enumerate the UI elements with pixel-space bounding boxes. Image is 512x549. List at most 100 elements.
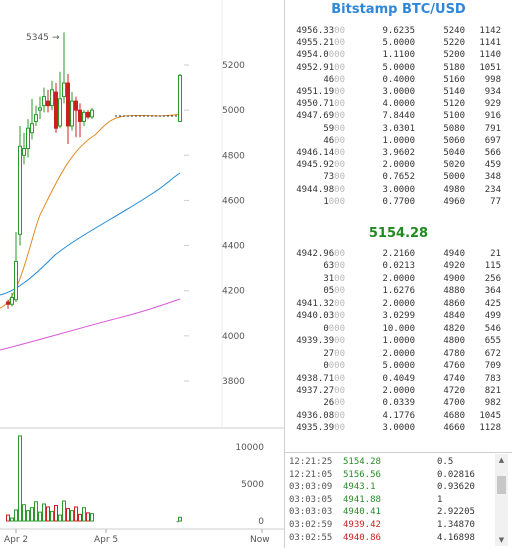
price-cell: 4955.2100	[296, 38, 345, 49]
amount-cell: 3.0000	[382, 184, 415, 195]
level-total-cell: 499	[484, 311, 501, 322]
bid-row: 4936.0800 4.1776 4680 1045	[285, 411, 512, 422]
amount-cell: 5.0000	[382, 62, 415, 73]
volume-bar	[66, 507, 70, 522]
amount-cell: 4.0000	[382, 99, 415, 110]
level-price-cell: 4940	[443, 249, 465, 259]
amount-cell: 1.6276	[382, 286, 415, 297]
price-cell: 1000	[323, 196, 345, 207]
candle-body	[58, 98, 62, 127]
amount-cell: 4.1776	[382, 410, 415, 421]
price-cell: 4952.9100	[296, 62, 345, 73]
volume-bar	[38, 511, 42, 522]
price-tick-label: 4400	[222, 242, 245, 252]
level-total-cell: 425	[484, 298, 501, 309]
price-cell: 3100	[323, 273, 345, 284]
volume-bar	[178, 516, 182, 522]
trade-amount: 0.93620	[437, 482, 475, 493]
trade-price: 5156.56	[343, 469, 381, 480]
date-label: Now	[250, 535, 270, 545]
level-total-cell: 672	[484, 348, 501, 359]
candle-body	[82, 111, 86, 122]
volume-bar	[82, 507, 86, 522]
amount-cell: 0.0213	[382, 261, 415, 272]
price-chart-panel[interactable]: 5200 5000 4800 4600 4400 4200 4000 3800 10000 500…	[0, 0, 284, 548]
candle-body	[22, 148, 26, 156]
volume-bar	[54, 504, 58, 522]
bid-row: 4935.3900 3.0000 4660 1128	[285, 423, 512, 434]
volume-bar	[22, 504, 26, 522]
trade-price: 5154.28	[343, 457, 381, 467]
volume-bar	[34, 501, 38, 522]
scroll-up-arrow[interactable]: ▲	[498, 456, 505, 464]
bid-row: 2700 2.0000 4780 672	[285, 349, 512, 360]
ask-row: 4951.1900 3.0000 5140 934	[285, 87, 512, 98]
price-cell: 4941.3200	[296, 298, 345, 309]
trade-history[interactable]: 12:21:25 5154.28 0.5 12:21:05 5156.56 0.02816…	[285, 452, 512, 549]
level-total-cell: 709	[484, 361, 501, 372]
trade-time: 12:21:05	[289, 469, 333, 480]
volume-bar	[78, 513, 82, 522]
trade-row: 12:21:05 5156.56 0.02816	[285, 469, 495, 481]
price-cell: 0000	[323, 361, 345, 372]
scroll-down-arrow[interactable]: ▼	[498, 536, 505, 544]
trade-time: 03:02:59	[289, 520, 333, 530]
level-price-cell: 5220	[443, 38, 465, 49]
level-total-cell: 1051	[479, 62, 501, 73]
ask-row: 1000 0.7700 4960 77	[285, 197, 512, 208]
level-total-cell: 459	[484, 160, 501, 171]
ask-row: 4950.7100 4.0000 5120 929	[285, 99, 512, 110]
bid-row: 4939.3900 1.0000 4800 655	[285, 336, 512, 347]
volume-tick-label: 0	[258, 517, 264, 527]
moving-average-long	[0, 298, 181, 351]
amount-cell: 0.4000	[382, 74, 415, 85]
candle-body	[38, 107, 42, 111]
scroll-thumb[interactable]	[497, 476, 506, 494]
amount-cell: 10.000	[382, 323, 415, 334]
amount-cell: 5.0000	[382, 38, 415, 49]
amount-cell: 2.0000	[382, 385, 415, 396]
candle-body	[178, 74, 182, 122]
price-tick-label: 5200	[222, 61, 245, 71]
moving-average-short	[0, 113, 181, 309]
price-cell: 4945.9200	[296, 160, 345, 171]
price-chart-svg[interactable]: 5200 5000 4800 4600 4400 4200 4000 3800 10000 500…	[0, 0, 284, 548]
candle-body	[26, 127, 30, 150]
level-total-cell: 566	[484, 148, 501, 158]
ask-row: 4600 1.0000 5060 697	[285, 136, 512, 147]
level-price-cell: 4760	[443, 361, 465, 372]
candle-body	[86, 111, 90, 118]
last-price: 5154.28	[368, 226, 429, 241]
ask-row: 4954.0000 1.1100 5200 1140	[285, 50, 512, 61]
volume-bar	[86, 512, 90, 522]
level-price-cell: 5240	[443, 26, 465, 36]
level-price-cell: 5120	[443, 99, 465, 110]
level-total-cell: 348	[484, 172, 501, 183]
panel-divider	[284, 0, 285, 548]
price-cell: 4944.9800	[296, 184, 345, 195]
price-tick-label: 5000	[222, 106, 245, 116]
trade-row: 03:03:03 4940.41 2.92205	[285, 506, 495, 518]
trade-scrollbar[interactable]: ▲ ▼	[495, 454, 508, 546]
level-total-cell: 697	[484, 135, 501, 146]
price-tick-label: 4200	[222, 287, 245, 297]
price-cell: 4940.0300	[296, 311, 345, 322]
level-price-cell: 5140	[443, 87, 465, 97]
level-price-cell: 5060	[443, 135, 465, 146]
level-price-cell: 4900	[443, 273, 465, 284]
level-total-cell: 1140	[479, 50, 501, 61]
volume-tick-dash: -	[176, 517, 179, 527]
peak-arrow: →	[52, 33, 60, 43]
price-cell: 4956.3300	[296, 26, 345, 36]
level-total-cell: 982	[484, 398, 501, 409]
price-tick-label: 4000	[222, 332, 245, 342]
bid-row: 0500 1.6276 4880 364	[285, 286, 512, 297]
level-price-cell: 4920	[443, 261, 465, 272]
level-total-cell: 546	[484, 323, 501, 334]
ask-row: 4945.9200 2.0000 5020 459	[285, 160, 512, 171]
amount-cell: 0.7700	[382, 196, 415, 207]
trade-amount: 0.5	[437, 457, 454, 467]
volume-bar	[18, 435, 22, 522]
bid-row: 4942.9600 2.2160 4940 21	[285, 249, 512, 260]
level-price-cell: 4980	[443, 184, 465, 195]
